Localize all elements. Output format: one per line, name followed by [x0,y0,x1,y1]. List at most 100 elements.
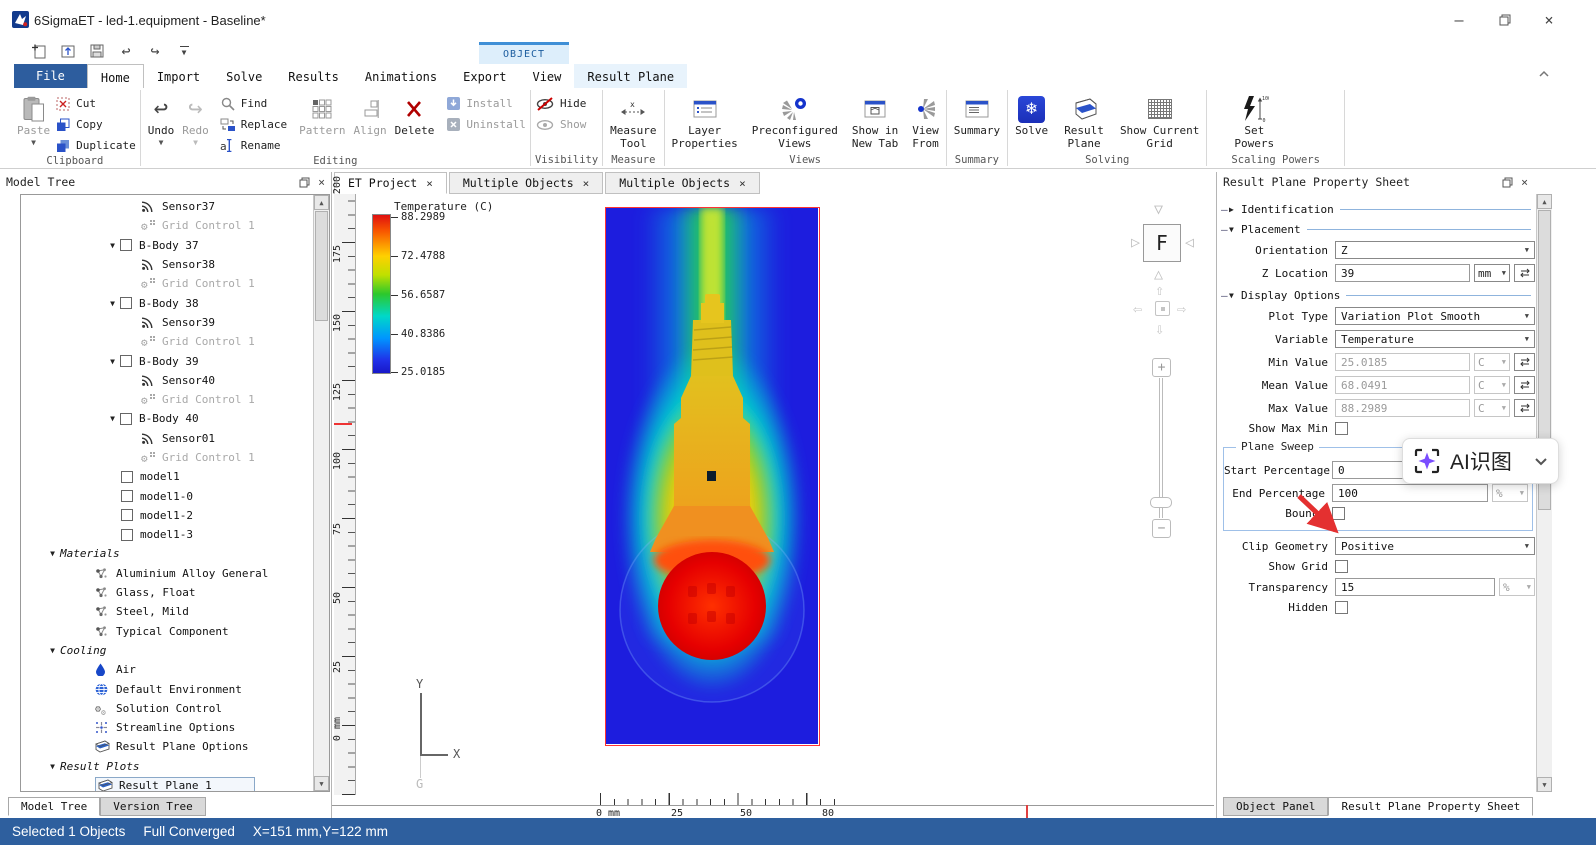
expander-icon[interactable]: ▼ [45,646,60,655]
tab-model-tree[interactable]: Model Tree [8,797,100,816]
show-grid-checkbox[interactable] [1335,560,1348,573]
tab-results[interactable]: Results [275,64,352,88]
rename-button[interactable]: aRename [220,137,287,154]
undo-button[interactable]: ↩ Undo▼ [145,93,178,147]
solve-button[interactable]: ❄ Solve [1012,93,1051,140]
undo-small-icon[interactable]: ↩ [117,42,135,60]
summary-button[interactable]: Summary [951,93,1003,140]
tree-item[interactable]: model1-0 [21,486,312,505]
tree-item[interactable]: Sensor40 [21,371,312,390]
find-button[interactable]: Find [220,95,287,112]
tree-item[interactable]: ⚙ Grid Control 1 [21,216,312,235]
float-panel-icon[interactable] [1502,177,1513,188]
tree-item[interactable]: ⚙ Grid Control 1 [21,274,312,293]
ai-recognize-button[interactable]: AI识图 [1402,438,1559,484]
pan-up-icon[interactable]: ⇧ [1155,281,1164,299]
tree-item[interactable]: Default Environment [21,679,312,698]
scroll-up-icon[interactable]: ▲ [1537,194,1552,209]
tree-checkbox[interactable] [120,239,132,251]
measure-tool-button[interactable]: x Measure Tool [607,93,659,152]
tree-item[interactable]: ▼ Cooling [21,641,312,660]
scroll-down-icon[interactable]: ▼ [314,776,329,791]
end-percentage-input[interactable]: 100 [1332,484,1488,502]
pan-left-icon[interactable]: ⇦ [1133,300,1142,318]
thermal-result-plane-plot[interactable] [605,207,820,746]
tab-result-plane[interactable]: Result Plane [574,64,687,88]
expander-icon[interactable]: ▼ [105,414,120,423]
expander-icon[interactable]: ▼ [45,549,60,558]
swap-unit-button[interactable] [1514,376,1535,394]
chevron-down-icon[interactable] [1534,457,1548,466]
tab-object-panel[interactable]: Object Panel [1223,797,1328,816]
tree-item[interactable]: ▼ Result Plots [21,757,312,776]
property-sheet-scrollbar[interactable]: ▲ ▼ [1536,194,1552,792]
tab-view[interactable]: View [519,64,574,88]
result-plane-button[interactable]: Result Plane [1061,93,1107,152]
paste-button[interactable]: Paste ▼ [14,93,53,147]
close-tab-icon[interactable]: × [583,177,590,190]
import-icon[interactable] [59,42,77,60]
install-button[interactable]: Install [445,95,526,112]
tab-import[interactable]: Import [144,64,213,88]
tree-item[interactable]: Sensor39 [21,313,312,332]
view-from-button[interactable]: View From [909,93,942,152]
cut-button[interactable]: Cut [55,95,136,112]
clip-geometry-select[interactable]: Positive▼ [1335,537,1535,555]
z-location-unit-select[interactable]: mm▼ [1474,264,1510,282]
tab-file[interactable]: File [14,64,87,88]
zoom-in-button[interactable]: + [1152,358,1171,377]
customize-toolbar-icon[interactable]: ▼ [175,42,193,60]
tree-checkbox[interactable] [120,413,132,425]
expander-icon[interactable]: ▼ [45,762,60,771]
tree-item[interactable]: model1-3 [21,525,312,544]
tree-item[interactable]: Air [21,660,312,679]
save-icon[interactable] [88,42,106,60]
copy-button[interactable]: Copy [55,116,136,133]
tab-multiple-objects-1[interactable]: Multiple Objects× [449,172,603,194]
align-button[interactable]: Align [350,93,389,140]
pan-right-icon[interactable]: ⇨ [1177,300,1186,318]
set-powers-button[interactable]: 1000 Set Powers [1231,93,1277,152]
expander-icon[interactable]: ▼ [105,299,120,308]
close-tab-icon[interactable]: × [739,177,746,190]
tree-item[interactable]: Typical Component [21,622,312,641]
show-button[interactable]: Show [535,116,587,133]
tree-scrollbar[interactable]: ▲ ▼ [313,195,329,791]
replace-button[interactable]: Replace [220,116,287,133]
close-icon[interactable]: × [318,175,325,189]
section-display-options[interactable]: –▼Display Options [1221,289,1535,302]
swap-unit-button[interactable] [1514,264,1535,282]
tree-checkbox[interactable] [121,509,133,521]
layer-properties-button[interactable]: Layer Properties [669,93,741,152]
swap-unit-button[interactable] [1514,353,1535,371]
tab-home[interactable]: Home [87,64,144,88]
rotate-up-icon[interactable]: ▽ [1154,200,1163,218]
tab-version-tree[interactable]: Version Tree [100,797,205,816]
tab-solve[interactable]: Solve [213,64,275,88]
tab-export[interactable]: Export [450,64,519,88]
rotate-right-icon[interactable]: ◁ [1185,233,1194,251]
close-icon[interactable]: × [1521,175,1528,189]
tab-animations[interactable]: Animations [352,64,450,88]
collapse-ribbon-icon[interactable] [1538,70,1550,78]
restore-button[interactable] [1488,8,1522,32]
tree-item[interactable]: ⚙⚙ Solution Control [21,699,312,718]
tree-item[interactable]: ▼ B-Body 38 [21,293,312,312]
new-icon[interactable] [30,42,48,60]
tree-item[interactable]: Streamline Options [21,718,312,737]
variable-select[interactable]: Temperature▼ [1335,330,1535,348]
tree-item[interactable]: ⚙ Grid Control 1 [21,448,312,467]
tree-item[interactable]: model1 [21,467,312,486]
tree-item[interactable]: model1-2 [21,506,312,525]
expander-icon[interactable]: ▼ [105,241,120,250]
scroll-up-icon[interactable]: ▲ [314,195,329,210]
tree-checkbox[interactable] [121,471,133,483]
swap-unit-button[interactable] [1514,399,1535,417]
redo-small-icon[interactable]: ↪ [146,42,164,60]
delete-button[interactable]: Delete [392,93,438,140]
show-current-grid-button[interactable]: Show Current Grid [1117,93,1202,152]
expander-icon[interactable]: ▼ [105,357,120,366]
close-button[interactable]: × [1532,8,1566,32]
orientation-select[interactable]: Z▼ [1335,241,1535,259]
tree-item[interactable]: Glass, Float [21,583,312,602]
